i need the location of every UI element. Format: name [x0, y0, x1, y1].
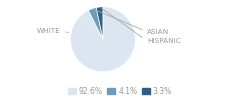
Wedge shape: [71, 7, 135, 72]
Wedge shape: [96, 7, 103, 39]
Wedge shape: [88, 8, 103, 39]
Text: HISPANIC: HISPANIC: [102, 9, 181, 44]
Text: WHITE: WHITE: [36, 28, 68, 34]
Text: ASIAN: ASIAN: [95, 10, 170, 35]
Legend: 92.6%, 4.1%, 3.3%: 92.6%, 4.1%, 3.3%: [65, 83, 175, 99]
